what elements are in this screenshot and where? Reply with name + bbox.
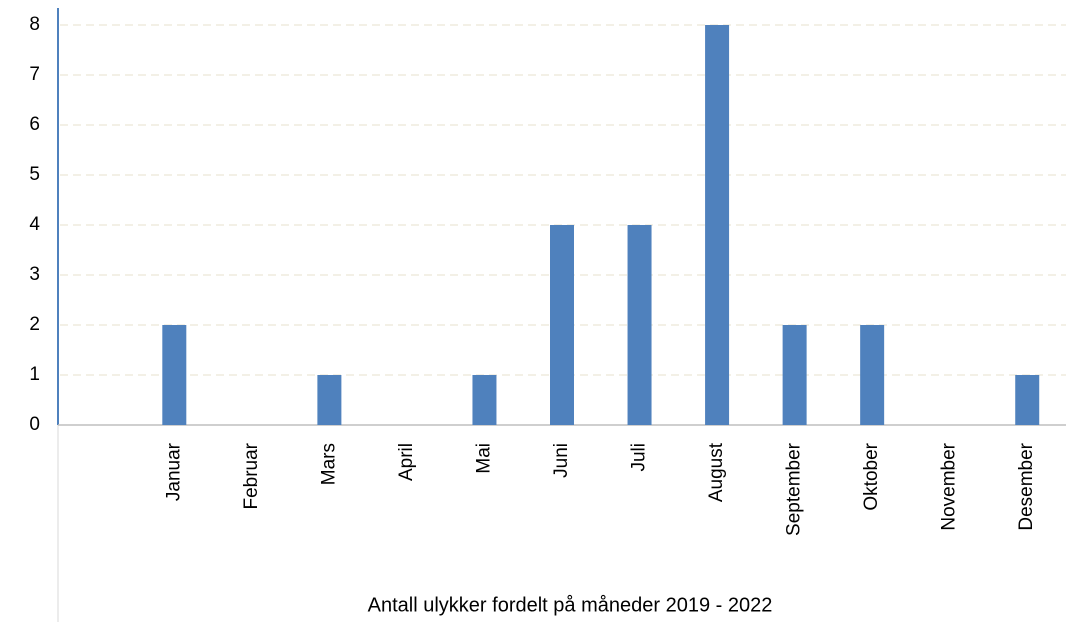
x-tick-label: Juli <box>629 443 650 472</box>
x-tick-label: August <box>706 442 727 502</box>
y-tick-label: 0 <box>29 414 40 435</box>
x-tick-label: Desember <box>1016 442 1037 530</box>
y-tick-label: 2 <box>29 314 40 335</box>
y-tick-label: 3 <box>29 264 40 285</box>
x-tick-label: Januar <box>163 442 184 501</box>
bar <box>317 375 342 425</box>
x-tick-label: Juni <box>551 443 572 478</box>
x-tick-label: Mars <box>318 443 339 485</box>
y-tick-label: 4 <box>29 214 40 235</box>
bar <box>782 325 807 425</box>
bar <box>162 325 187 425</box>
x-tick-label: September <box>784 442 805 536</box>
x-tick-label: Februar <box>241 442 262 509</box>
x-tick-label: November <box>939 442 960 530</box>
bar <box>627 225 652 425</box>
chart-title: Antall ulykker fordelt på måneder 2019 -… <box>368 594 773 616</box>
y-tick-label: 6 <box>29 114 40 135</box>
bar <box>860 325 885 425</box>
bar <box>705 25 730 425</box>
x-tick-label: Oktober <box>861 442 882 510</box>
x-tick-label: April <box>396 443 417 481</box>
bar <box>472 375 497 425</box>
y-tick-label: 5 <box>29 164 40 185</box>
bar <box>1015 375 1040 425</box>
y-tick-label: 8 <box>29 14 40 35</box>
y-tick-label: 1 <box>29 364 40 385</box>
bar <box>550 225 574 425</box>
x-tick-label: Mai <box>473 443 494 474</box>
y-tick-label: 7 <box>29 64 40 85</box>
